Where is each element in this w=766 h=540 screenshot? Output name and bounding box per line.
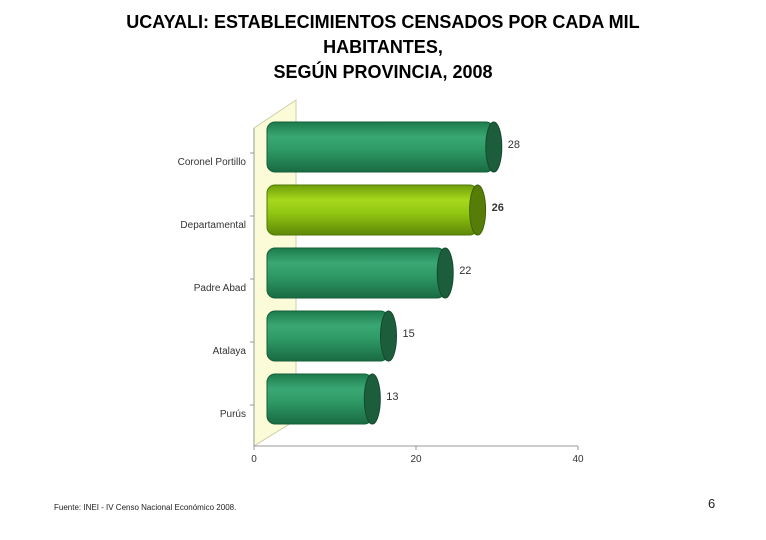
title-line-3: SEGÚN PROVINCIA, 2008 xyxy=(273,62,493,82)
bar-1: 28 Coronel Portillo xyxy=(178,121,520,173)
bar-end-cap xyxy=(363,373,381,425)
value-label: 15 xyxy=(403,328,415,340)
bar-2: 26 Departamental xyxy=(180,184,504,236)
bar-body xyxy=(266,247,446,299)
source-note: Fuente: INEI - IV Censo Nacional Económi… xyxy=(54,503,237,512)
category-label: Coronel Portillo xyxy=(178,157,247,168)
page-number: 6 xyxy=(708,496,716,511)
title-line-2: HABITANTES, xyxy=(323,37,443,57)
bar-body xyxy=(266,373,373,425)
value-label: 22 xyxy=(459,265,471,277)
title-line-1: UCAYALI: ESTABLECIMIENTOS CENSADOS POR C… xyxy=(126,12,640,32)
category-label: Purús xyxy=(220,409,246,420)
x-tick-label: 20 xyxy=(410,454,422,465)
value-label: 26 xyxy=(492,202,504,214)
bar-end-cap xyxy=(485,121,503,173)
bar-body xyxy=(266,184,479,236)
bar-5: 13 Purús xyxy=(220,373,399,425)
chart-title: UCAYALI: ESTABLECIMIENTOS CENSADOS POR C… xyxy=(40,10,726,85)
bar-3: 22 Padre Abad xyxy=(194,247,471,299)
bar-end-cap xyxy=(436,247,454,299)
category-label: Padre Abad xyxy=(194,283,246,294)
bar-end-cap xyxy=(469,184,487,236)
bar-4: 15 Atalaya xyxy=(213,310,415,362)
category-label: Departamental xyxy=(180,220,246,231)
x-tick-label: 0 xyxy=(251,454,257,465)
bar-end-cap xyxy=(380,310,397,362)
value-label: 13 xyxy=(386,391,398,403)
bar-body xyxy=(266,121,495,173)
x-tick-label: 40 xyxy=(572,454,584,465)
value-label: 28 xyxy=(508,139,520,151)
category-label: Atalaya xyxy=(213,346,247,357)
bar-body xyxy=(266,310,389,362)
